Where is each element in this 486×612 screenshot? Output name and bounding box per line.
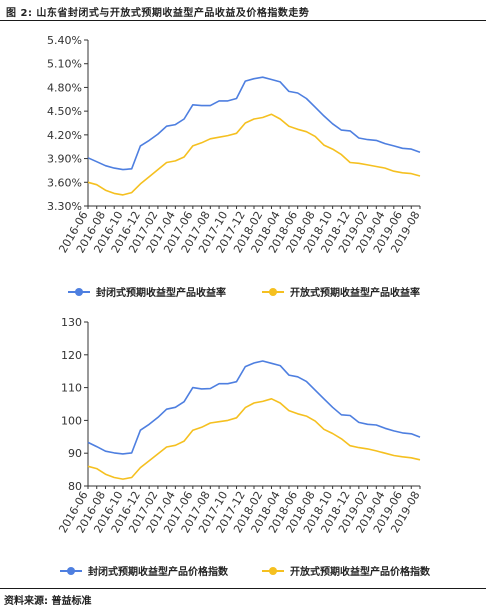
y-tick-label: 5.40% xyxy=(47,34,82,47)
y-tick-label: 3.30% xyxy=(47,200,82,213)
y-tick-label: 4.20% xyxy=(47,129,82,142)
y-tick-label: 130 xyxy=(61,316,82,329)
legend-label-2: 开放式预期收益型产品收益率 xyxy=(290,286,420,299)
y-tick-label: 3.90% xyxy=(47,153,82,166)
bottom-rule xyxy=(0,588,486,589)
y-tick-label: 80 xyxy=(68,480,82,493)
legend-swatch-marker xyxy=(269,567,277,575)
series-line-1 xyxy=(87,360,421,455)
source-note: 资料来源: 普益标准 xyxy=(4,596,92,607)
legend-swatch-marker xyxy=(75,288,83,296)
y-tick-label: 4.50% xyxy=(47,105,82,118)
chart-2: 80901001101201302016-062016-082016-10201… xyxy=(56,316,431,578)
y-tick-label: 110 xyxy=(61,382,82,395)
y-tick-label: 4.80% xyxy=(47,81,82,94)
y-tick-label: 120 xyxy=(61,349,82,362)
y-tick-label: 90 xyxy=(68,447,82,460)
series-line-2 xyxy=(87,113,421,196)
y-tick-label: 3.60% xyxy=(47,176,82,189)
series-line-2 xyxy=(87,398,421,480)
legend-swatch-marker xyxy=(269,288,277,296)
series-line-1 xyxy=(87,76,421,171)
y-tick-label: 100 xyxy=(61,414,82,427)
y-tick-label: 5.10% xyxy=(47,58,82,71)
chart-1: 3.30% 3.60% 3.90% 4.20% 4.50% 4.80% 5.10% 5.40%… xyxy=(47,34,423,299)
legend-label-1: 封闭式预期收益型产品收益率 xyxy=(96,286,226,299)
legend-label-1: 封闭式预期收益型产品价格指数 xyxy=(88,565,229,578)
legend-label-2: 开放式预期收益型产品价格指数 xyxy=(290,565,431,578)
top-rule xyxy=(0,20,486,21)
figure-title: 图 2: 山东省封闭式与开放式预期收益型产品收益及价格指数走势 xyxy=(6,8,310,19)
legend-swatch-marker xyxy=(67,567,75,575)
